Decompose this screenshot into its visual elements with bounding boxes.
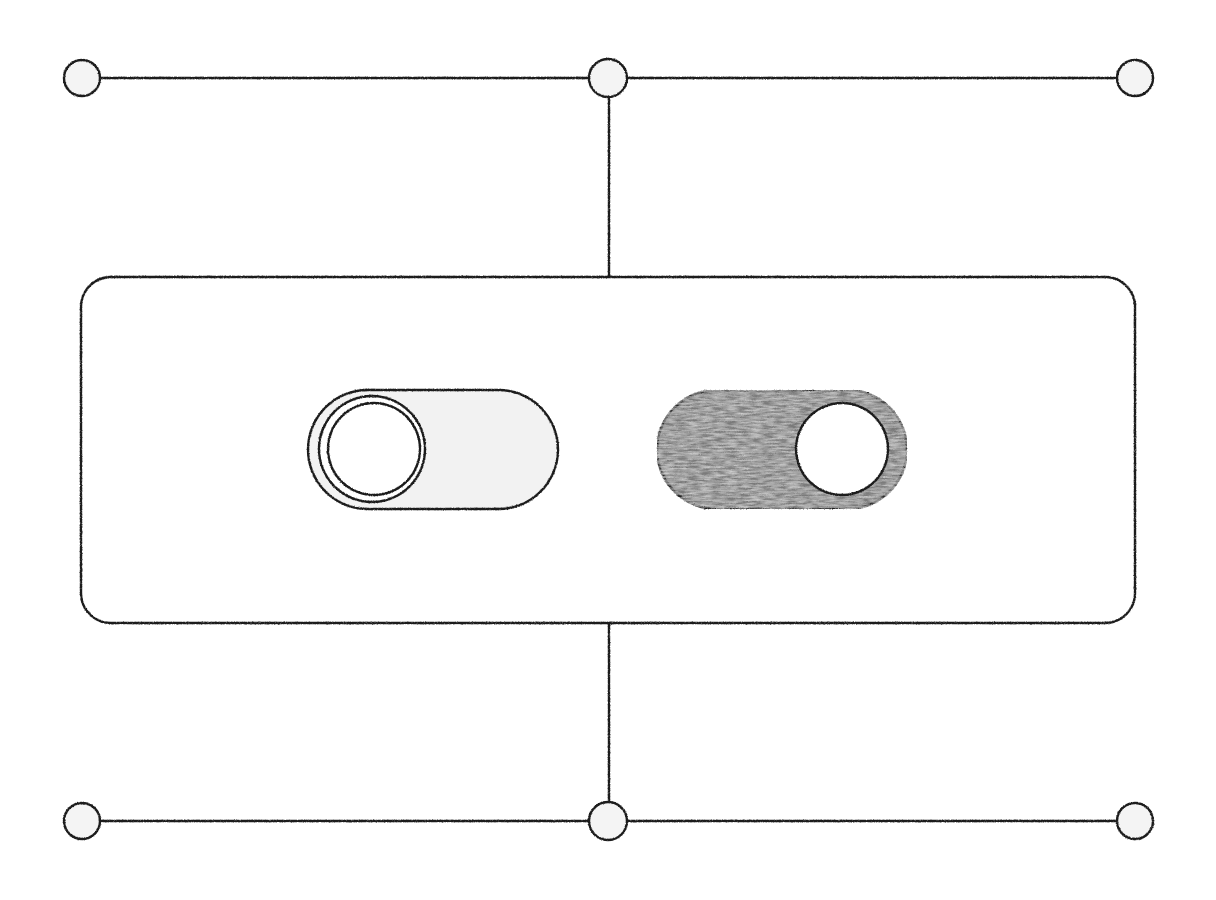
toggle-off-knob — [326, 401, 422, 497]
circle-node-icon — [62, 801, 102, 841]
circle-node-icon — [1115, 801, 1155, 841]
toggle-switch-on[interactable] — [655, 388, 909, 511]
circle-node-icon — [587, 800, 629, 842]
circle-node-icon — [62, 58, 102, 98]
toggle-on-knob — [794, 401, 890, 497]
circle-node-icon — [1115, 58, 1155, 98]
circle-node-icon — [587, 57, 629, 99]
toggle-container-card — [79, 275, 1137, 625]
toggle-switch-off[interactable] — [306, 388, 560, 511]
